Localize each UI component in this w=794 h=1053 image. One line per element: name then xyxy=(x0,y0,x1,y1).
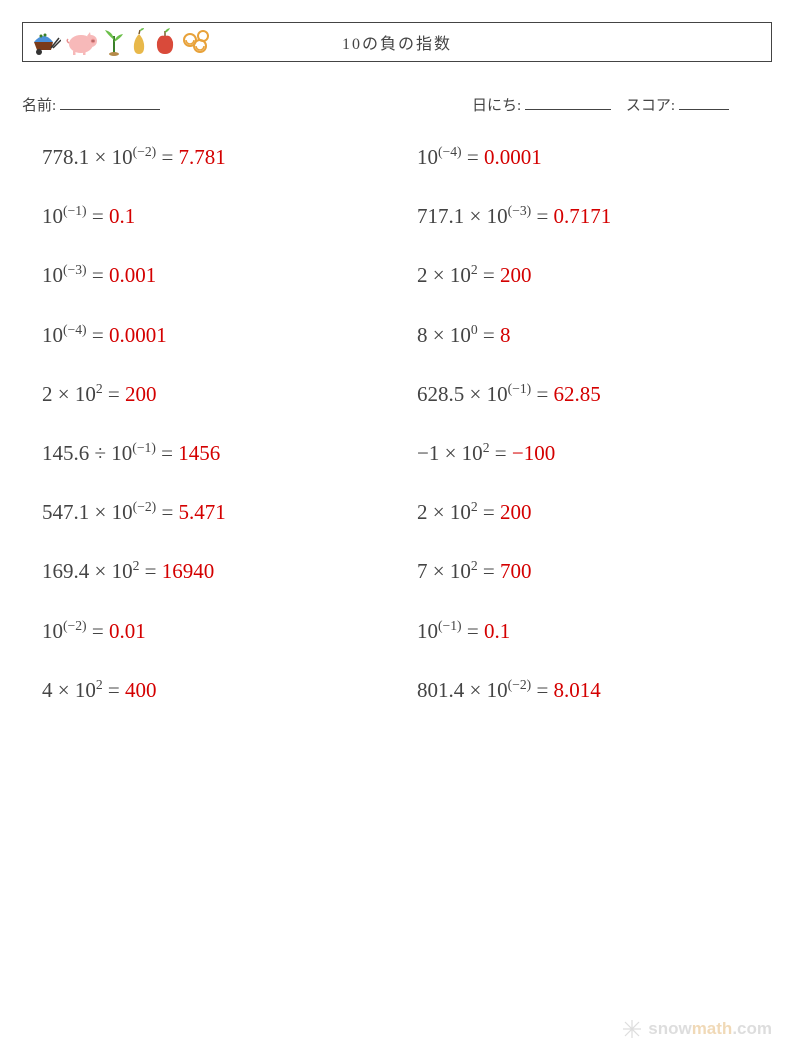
name-blank[interactable] xyxy=(60,95,160,110)
problem-expression: 2 × 102 = xyxy=(417,500,500,524)
problem-expression: 10(−2) = xyxy=(42,619,109,643)
problem-row: −1 × 102 = −100 xyxy=(417,441,772,466)
problem-row: 169.4 × 102 = 16940 xyxy=(42,559,397,584)
problem-answer: 0.001 xyxy=(109,263,156,287)
problem-row: 10(−2) = 0.01 xyxy=(42,619,397,644)
problem-expression: 2 × 102 = xyxy=(42,382,125,406)
problem-answer: 0.1 xyxy=(109,204,135,228)
problem-row: 7 × 102 = 700 xyxy=(417,559,772,584)
name-label: 名前: xyxy=(22,98,56,114)
problem-row: 10(−4) = 0.0001 xyxy=(417,145,772,170)
problem-answer: 0.1 xyxy=(484,619,510,643)
problem-expression: 8 × 100 = xyxy=(417,323,500,347)
problem-row: 4 × 102 = 400 xyxy=(42,678,397,703)
problem-answer: 16940 xyxy=(162,559,215,583)
problem-answer: 0.01 xyxy=(109,619,146,643)
problem-row: 10(−1) = 0.1 xyxy=(417,619,772,644)
problem-row: 10(−3) = 0.001 xyxy=(42,263,397,288)
problem-row: 2 × 102 = 200 xyxy=(42,382,397,407)
problem-row: 10(−4) = 0.0001 xyxy=(42,323,397,348)
worksheet-page: 10の負の指数 名前: 日にち: スコア: 778.1 × 10(−2) = 7… xyxy=(0,0,794,703)
problem-answer: 0.0001 xyxy=(484,145,542,169)
problem-answer: 7.781 xyxy=(179,145,226,169)
problem-row: 145.6 ÷ 10(−1) = 1456 xyxy=(42,441,397,466)
problem-row: 628.5 × 10(−1) = 62.85 xyxy=(417,382,772,407)
problem-answer: 0.0001 xyxy=(109,323,167,347)
score-label: スコア: xyxy=(626,98,675,114)
problem-row: 778.1 × 10(−2) = 7.781 xyxy=(42,145,397,170)
problems-col-left: 778.1 × 10(−2) = 7.781 10(−1) = 0.1 10(−3)… xyxy=(22,145,397,703)
info-line: 名前: 日にち: スコア: xyxy=(22,94,772,115)
problem-answer: 200 xyxy=(125,382,157,406)
problem-row: 8 × 100 = 8 xyxy=(417,323,772,348)
problem-row: 801.4 × 10(−2) = 8.014 xyxy=(417,678,772,703)
problem-row: 2 × 102 = 200 xyxy=(417,500,772,525)
date-label: 日にち: xyxy=(472,98,521,114)
problem-expression: 4 × 102 = xyxy=(42,678,125,702)
worksheet-title: 10の負の指数 xyxy=(23,30,771,54)
problem-answer: 1456 xyxy=(178,441,220,465)
problem-expression: 10(−4) = xyxy=(417,145,484,169)
problems-grid: 778.1 × 10(−2) = 7.781 10(−1) = 0.1 10(−3)… xyxy=(22,145,772,703)
problem-expression: 10(−4) = xyxy=(42,323,109,347)
problem-expression: 2 × 102 = xyxy=(417,263,500,287)
problem-expression: 547.1 × 10(−2) = xyxy=(42,500,179,524)
problem-row: 547.1 × 10(−2) = 5.471 xyxy=(42,500,397,525)
info-left: 名前: xyxy=(22,94,472,115)
problem-answer: 8 xyxy=(500,323,511,347)
problem-expression: 7 × 102 = xyxy=(417,559,500,583)
problem-answer: 0.7171 xyxy=(554,204,612,228)
problem-answer: 200 xyxy=(500,263,532,287)
problem-row: 10(−1) = 0.1 xyxy=(42,204,397,229)
problem-expression: 801.4 × 10(−2) = xyxy=(417,678,554,702)
problem-expression: 169.4 × 102 = xyxy=(42,559,162,583)
problem-expression: −1 × 102 = xyxy=(417,441,512,465)
info-right: 日にち: スコア: xyxy=(472,94,772,115)
problems-col-right: 10(−4) = 0.0001 717.1 × 10(−3) = 0.7171 2 … xyxy=(397,145,772,703)
problem-expression: 145.6 ÷ 10(−1) = xyxy=(42,441,178,465)
score-blank[interactable] xyxy=(679,95,729,110)
watermark-text-a: snow xyxy=(648,1019,691,1038)
watermark-text-c: .com xyxy=(732,1019,772,1038)
problem-row: 717.1 × 10(−3) = 0.7171 xyxy=(417,204,772,229)
date-blank[interactable] xyxy=(525,95,611,110)
header-box: 10の負の指数 xyxy=(22,22,772,62)
problem-answer: 700 xyxy=(500,559,532,583)
problem-answer: −100 xyxy=(512,441,555,465)
problem-expression: 10(−1) = xyxy=(42,204,109,228)
problem-expression: 10(−3) = xyxy=(42,263,109,287)
problem-answer: 62.85 xyxy=(554,382,601,406)
snowflake-icon xyxy=(622,1019,642,1039)
problem-expression: 778.1 × 10(−2) = xyxy=(42,145,179,169)
problem-answer: 400 xyxy=(125,678,157,702)
problem-answer: 5.471 xyxy=(179,500,226,524)
problem-answer: 8.014 xyxy=(554,678,601,702)
problem-expression: 628.5 × 10(−1) = xyxy=(417,382,554,406)
problem-expression: 10(−1) = xyxy=(417,619,484,643)
problem-expression: 717.1 × 10(−3) = xyxy=(417,204,554,228)
problem-answer: 200 xyxy=(500,500,532,524)
problem-row: 2 × 102 = 200 xyxy=(417,263,772,288)
watermark: snowmath.com xyxy=(622,1019,772,1039)
watermark-text-b: math xyxy=(692,1019,733,1038)
